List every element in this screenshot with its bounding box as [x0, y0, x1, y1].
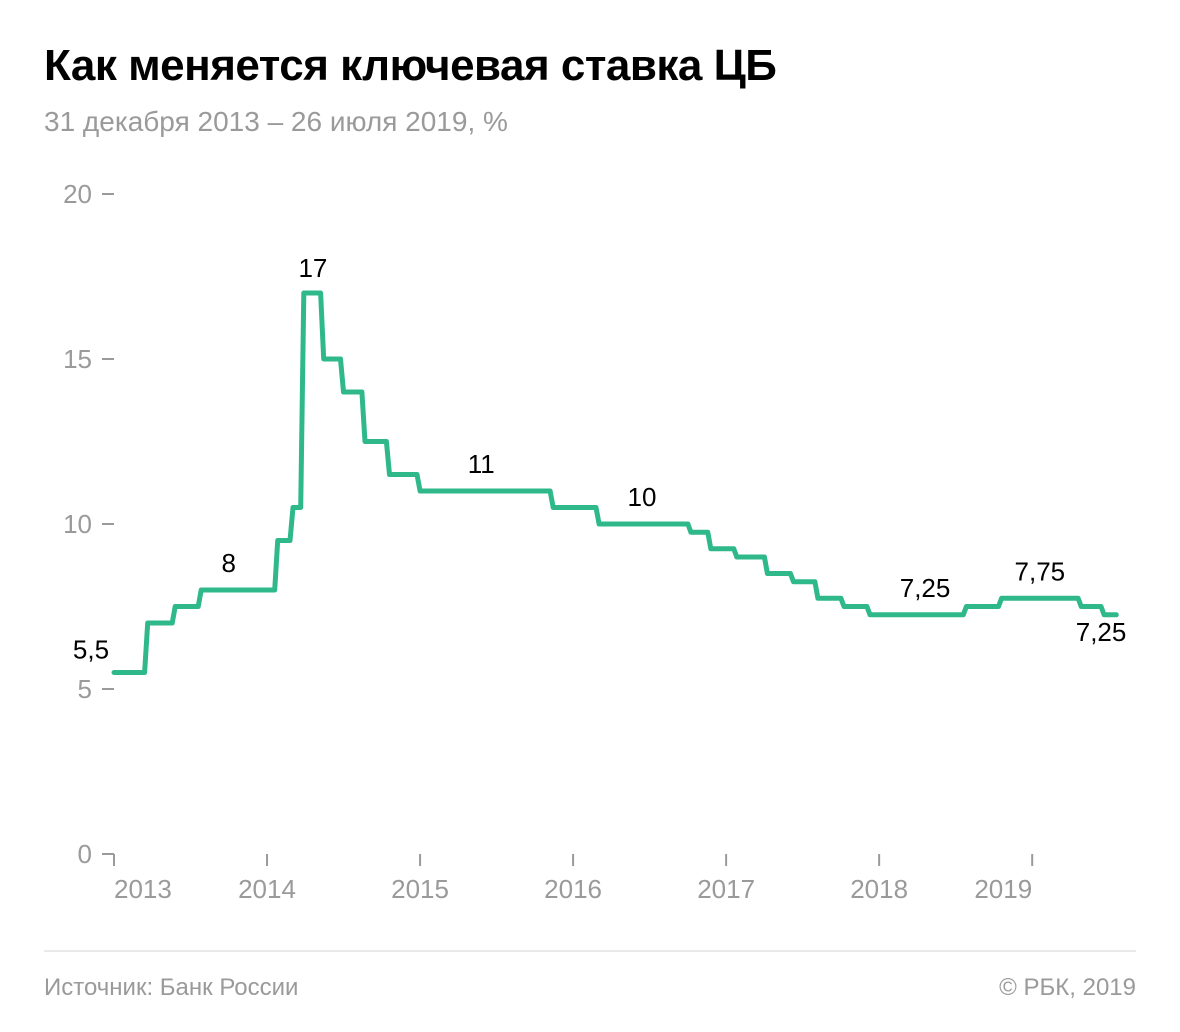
chart-title: Как меняется ключевая ставка ЦБ — [44, 42, 1136, 90]
chart-subtitle: 31 декабря 2013 – 26 июля 2019, % — [44, 106, 1136, 138]
y-axis-label: 5 — [78, 674, 92, 704]
chart-area: 0 5 10 15 20 2013 2014 2015 2016 2017 2018 2019 5,5 8… — [44, 174, 1136, 942]
x-axis-label: 2019 — [974, 874, 1032, 904]
line-chart: 0 5 10 15 20 2013 2014 2015 2016 2017 2018 2019 5,5 8… — [44, 174, 1136, 914]
x-axis-label: 2018 — [850, 874, 908, 904]
rate-line — [114, 293, 1116, 673]
y-axis-label: 20 — [63, 179, 92, 209]
x-axis-label: 2013 — [114, 874, 172, 904]
x-axis-label: 2015 — [391, 874, 449, 904]
data-point-label: 7,25 — [1076, 617, 1127, 647]
data-point-label: 17 — [298, 253, 327, 283]
copyright-label: © РБК, 2019 — [999, 974, 1136, 1002]
data-point-label: 7,75 — [1015, 557, 1066, 587]
data-point-label: 7,25 — [900, 573, 951, 603]
y-axis-label: 10 — [63, 509, 92, 539]
data-point-label: 11 — [468, 449, 495, 479]
y-axis-label: 15 — [63, 344, 92, 374]
source-label: Источник: Банк России — [44, 974, 298, 1002]
y-axis-label: 0 — [78, 839, 92, 869]
data-point-label: 8 — [222, 548, 236, 578]
x-axis-label: 2016 — [544, 874, 602, 904]
x-axis-label: 2014 — [238, 874, 296, 904]
data-point-label: 5,5 — [73, 635, 109, 665]
x-axis-label: 2017 — [697, 874, 755, 904]
data-point-label: 10 — [627, 482, 656, 512]
